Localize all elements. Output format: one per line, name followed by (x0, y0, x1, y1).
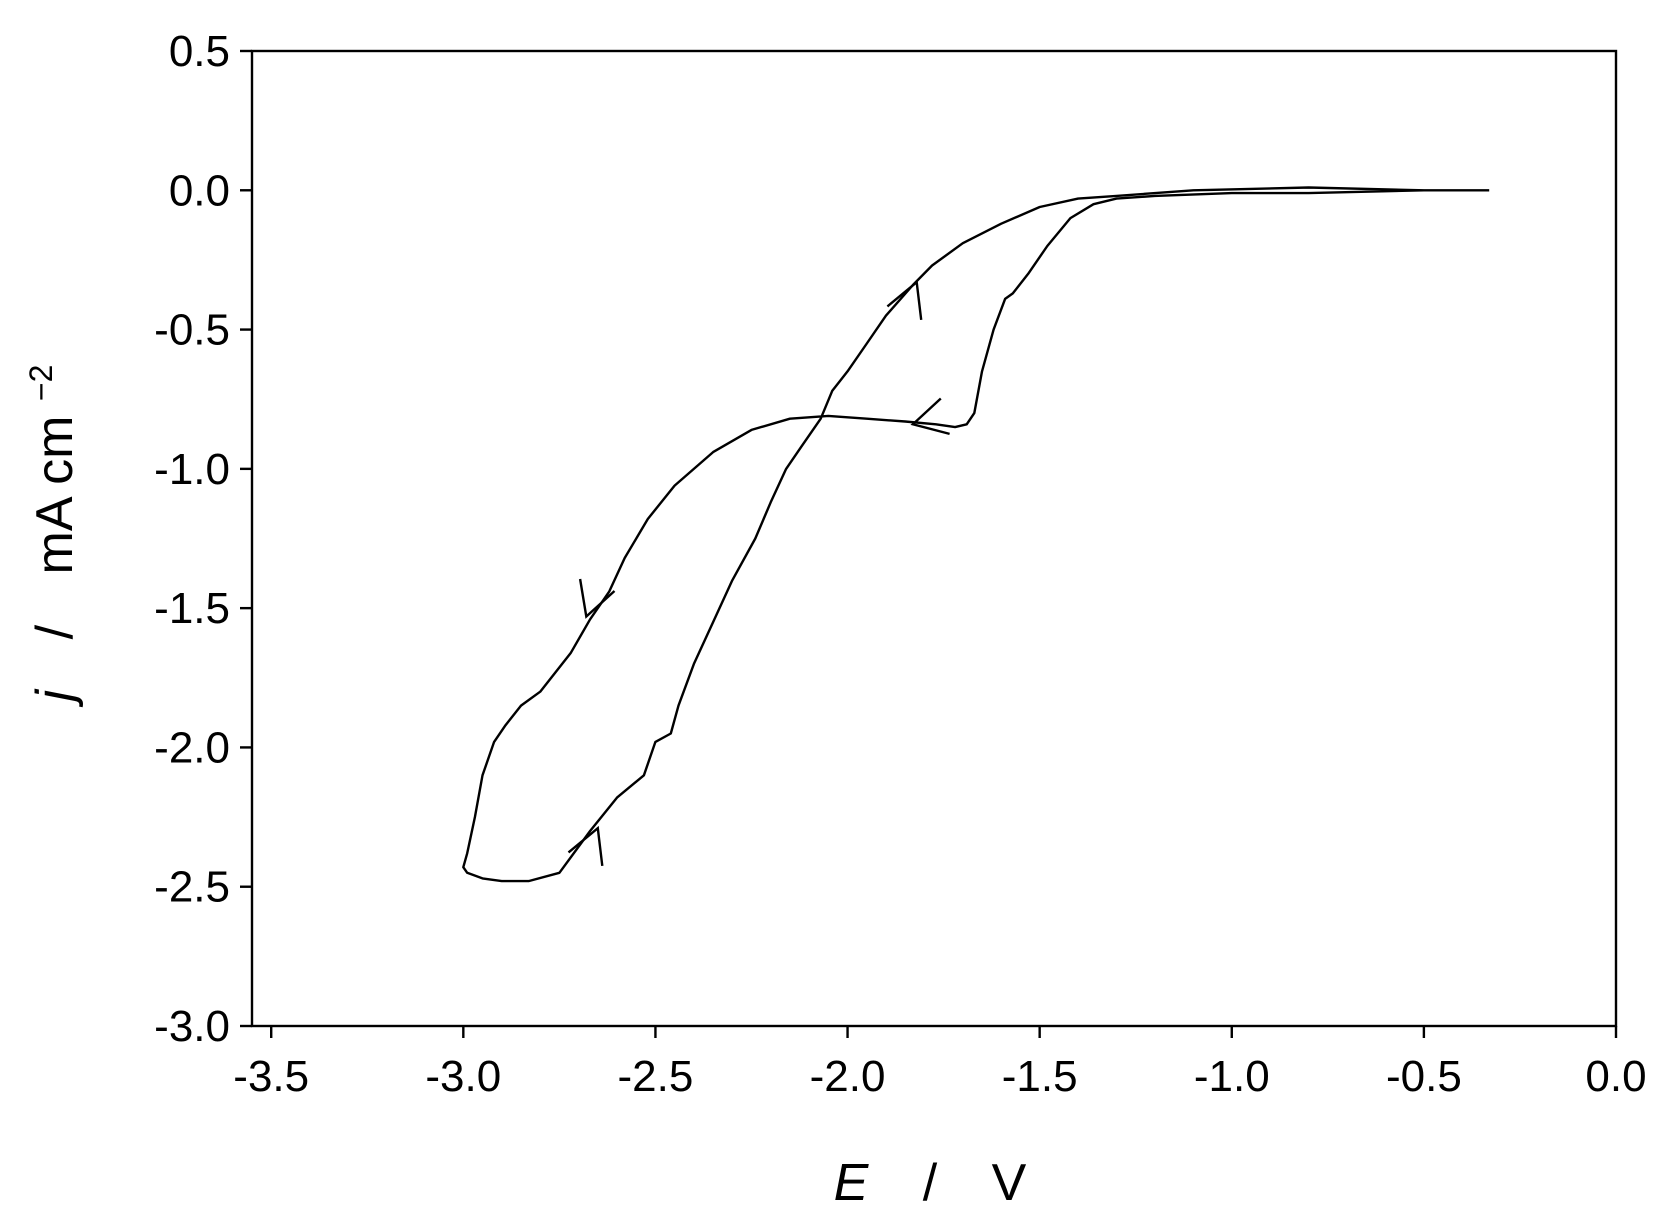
x-axis-title: E / V (834, 1154, 1027, 1212)
y-axis-separator: / (26, 624, 84, 639)
y-axis-title: j / mA cm −2 (23, 365, 84, 708)
y-axis-symbol: j (26, 688, 84, 707)
x-axis-ticks: -3.5 -3.0 -2.5 -2.0 -1.5 -1.0 -0.5 0.0 (233, 1026, 1647, 1101)
y-tick-label: -3.0 (154, 1002, 230, 1051)
y-axis-unit: mA cm (26, 416, 84, 575)
y-tick-label: 0.0 (169, 166, 230, 215)
direction-arrow (910, 397, 950, 436)
x-tick-label: -3.5 (233, 1052, 309, 1101)
y-axis-unit-exponent: −2 (23, 365, 59, 401)
y-tick-label: -2.5 (154, 863, 230, 912)
x-axis-symbol: E (834, 1154, 870, 1212)
y-tick-label: -0.5 (154, 306, 230, 355)
direction-arrow (578, 578, 616, 619)
y-tick-label: -2.0 (154, 723, 230, 772)
y-tick-label: 0.5 (169, 27, 230, 76)
y-tick-label: -1.5 (154, 584, 230, 633)
x-tick-label: -1.0 (1194, 1052, 1270, 1101)
x-axis-separator: / (923, 1154, 938, 1212)
x-axis-unit: V (992, 1154, 1027, 1212)
cv-curve (462, 186, 1490, 883)
x-tick-label: -1.5 (1002, 1052, 1078, 1101)
direction-arrow (567, 825, 604, 867)
scan-direction-arrows (567, 279, 950, 867)
x-tick-label: -3.0 (425, 1052, 501, 1101)
y-tick-label: -1.0 (154, 445, 230, 494)
x-tick-label: -2.5 (618, 1052, 694, 1101)
y-axis-ticks: 0.5 0.0 -0.5 -1.0 -1.5 -2.0 -2.5 -3.0 (154, 27, 252, 1051)
x-tick-label: -0.5 (1386, 1052, 1462, 1101)
direction-arrow (886, 279, 923, 321)
x-tick-label: -2.0 (810, 1052, 886, 1101)
plot-frame (250, 49, 1618, 1028)
x-tick-label: 0.0 (1585, 1052, 1646, 1101)
